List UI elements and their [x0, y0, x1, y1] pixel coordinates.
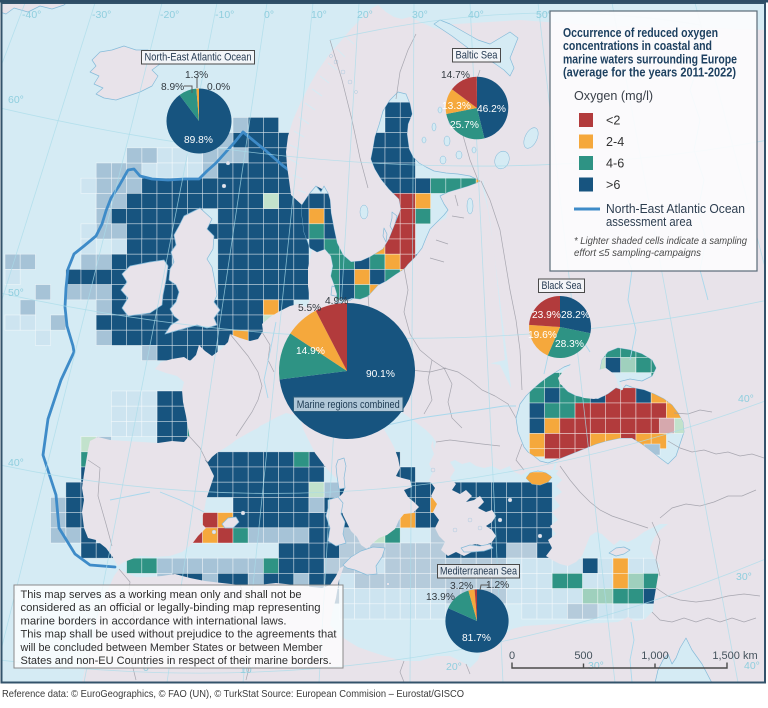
svg-text:-40°: -40° [22, 9, 41, 21]
svg-text:* Lighter shaded cells indicat: * Lighter shaded cells indicate a sampli… [574, 236, 747, 247]
svg-text:North-East Atlantic Ocean: North-East Atlantic Ocean [145, 52, 252, 64]
svg-text:40°: 40° [468, 9, 484, 21]
svg-text:50°: 50° [8, 287, 24, 299]
svg-text:50°: 50° [536, 9, 552, 21]
svg-text:40°: 40° [744, 660, 760, 672]
svg-text:0°: 0° [264, 9, 274, 21]
svg-text:Black Sea: Black Sea [542, 280, 583, 292]
svg-text:28.2%: 28.2% [561, 310, 590, 321]
svg-text:assessment area: assessment area [606, 215, 692, 229]
svg-text:marine borders in accordance w: marine borders in accordance with intern… [21, 615, 287, 627]
svg-text:This map serves as a working m: This map serves as a working mean only a… [21, 589, 302, 601]
svg-text:considered as an official or l: considered as an official or legally-bin… [21, 602, 321, 614]
svg-text:Marine regions combined: Marine regions combined [297, 399, 400, 411]
svg-text:-20°: -20° [160, 9, 179, 21]
svg-text:30°: 30° [736, 571, 752, 583]
svg-text:19.6%: 19.6% [528, 330, 557, 341]
svg-text:Occurrence of reduced oxygen: Occurrence of reduced oxygen [563, 25, 718, 40]
svg-text:(average for the years 2011-20: (average for the years 2011-2022) [563, 65, 736, 80]
svg-text:20°: 20° [357, 9, 373, 21]
svg-text:25.7%: 25.7% [450, 120, 479, 131]
svg-text:1.3%: 1.3% [185, 70, 208, 81]
svg-text:Baltic Sea: Baltic Sea [456, 50, 499, 62]
svg-text:North-East Atlantic Ocean: North-East Atlantic Ocean [606, 202, 745, 216]
svg-text:4.9%: 4.9% [325, 296, 348, 307]
svg-text:500: 500 [574, 650, 592, 662]
svg-text:Mediterranean Sea: Mediterranean Sea [440, 566, 518, 578]
svg-text:States and non-EU Countries in: States and non-EU Countries in respect o… [21, 655, 332, 667]
svg-text:46.2%: 46.2% [477, 104, 506, 115]
svg-text:14.7%: 14.7% [441, 70, 470, 81]
svg-text:81.7%: 81.7% [462, 633, 491, 644]
svg-text:1.2%: 1.2% [486, 580, 509, 591]
svg-text:40°: 40° [8, 457, 24, 469]
svg-text:40°: 40° [738, 393, 754, 405]
svg-text:concentrations in coastal and: concentrations in coastal and [563, 38, 712, 53]
svg-text:13.3%: 13.3% [442, 101, 471, 112]
svg-text:marine waters surrounding Euro: marine waters surrounding Europe [563, 51, 737, 66]
svg-text:0: 0 [509, 650, 515, 662]
svg-text:-30°: -30° [92, 9, 111, 21]
svg-text:90.1%: 90.1% [366, 369, 395, 380]
svg-text:0.0%: 0.0% [207, 82, 230, 93]
svg-text:10°: 10° [311, 9, 327, 21]
svg-text:This map shall be used without: This map shall be used without prejudice… [21, 629, 338, 641]
svg-text:-10°: -10° [215, 9, 234, 21]
svg-text:30°: 30° [588, 660, 604, 672]
svg-text:4-6: 4-6 [606, 157, 624, 171]
svg-text:1,000: 1,000 [641, 650, 669, 662]
svg-text:20°: 20° [446, 661, 462, 673]
svg-text:Reference data: © EuroGeograph: Reference data: © EuroGeographics, © FAO… [2, 689, 464, 700]
svg-text:5.5%: 5.5% [298, 303, 321, 314]
svg-text:60°: 60° [8, 94, 24, 106]
svg-text:89.8%: 89.8% [184, 135, 213, 146]
svg-text:2-4: 2-4 [606, 135, 624, 149]
svg-text:effort ≤5 sampling-campaigns: effort ≤5 sampling-campaigns [574, 248, 701, 259]
svg-text:>6: >6 [606, 178, 620, 192]
svg-text:13.9%: 13.9% [426, 592, 455, 603]
svg-text:23.9%: 23.9% [532, 310, 561, 321]
svg-text:1,500 km: 1,500 km [712, 650, 757, 662]
svg-text:3.2%: 3.2% [450, 581, 473, 592]
svg-text:8.9%: 8.9% [161, 82, 184, 93]
svg-text:28.3%: 28.3% [555, 339, 584, 350]
svg-text:will be concluded between Memb: will be concluded between Member States … [20, 642, 323, 654]
svg-text:30°: 30° [412, 9, 428, 21]
svg-text:14.9%: 14.9% [296, 346, 325, 357]
svg-text:<2: <2 [606, 114, 620, 128]
svg-text:Oxygen (mg/l): Oxygen (mg/l) [574, 89, 653, 103]
